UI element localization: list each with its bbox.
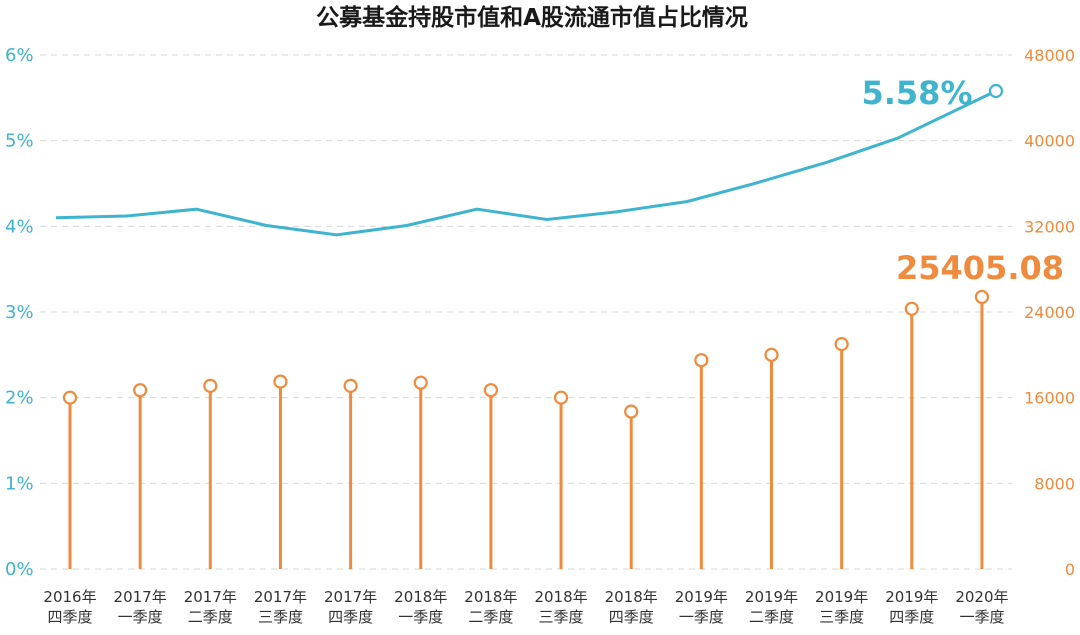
value-point xyxy=(483,383,498,398)
x-tick-label-year: 2018年 xyxy=(605,588,658,606)
x-tick-label-quarter: 二季度 xyxy=(468,608,513,626)
value-point xyxy=(764,347,779,362)
value-point xyxy=(203,378,218,393)
x-tick-label-quarter: 四季度 xyxy=(47,608,92,626)
value-point xyxy=(624,404,639,419)
left-tick-label: 2% xyxy=(5,388,34,409)
x-tick-label-year: 2017年 xyxy=(184,588,237,606)
x-tick-label-quarter: 三季度 xyxy=(819,608,864,626)
x-tick-label-quarter: 一季度 xyxy=(398,608,443,626)
percent-callout: 5.58% xyxy=(861,74,972,112)
x-tick-label-quarter: 三季度 xyxy=(258,608,303,626)
x-tick-label-quarter: 二季度 xyxy=(188,608,233,626)
x-tick-label-year: 2019年 xyxy=(885,588,938,606)
right-tick-label: 8000 xyxy=(1034,474,1075,493)
x-tick-label-quarter: 一季度 xyxy=(118,608,163,626)
x-tick-label-quarter: 四季度 xyxy=(328,608,373,626)
value-point xyxy=(62,390,78,405)
x-tick-label-year: 2019年 xyxy=(815,588,868,606)
value-point xyxy=(413,375,428,390)
gridlines xyxy=(40,54,1012,570)
x-tick-label-year: 2018年 xyxy=(464,588,517,606)
right-tick-label: 16000 xyxy=(1024,389,1075,408)
x-tick-label-year: 2018年 xyxy=(534,588,587,606)
x-tick-label-quarter: 四季度 xyxy=(609,608,654,626)
value-point xyxy=(273,374,288,389)
right-tick-label: 48000 xyxy=(1024,46,1075,65)
chart-title: 公募基金持股市值和A股流通市值占比情况 xyxy=(316,4,748,31)
right-tick-label: 0 xyxy=(1065,560,1075,579)
x-tick-label-year: 2020年 xyxy=(955,588,1008,606)
left-tick-label: 0% xyxy=(5,559,34,580)
value-series xyxy=(62,289,990,569)
left-tick-label: 4% xyxy=(5,216,34,237)
right-tick-label: 40000 xyxy=(1024,132,1075,151)
percent-line xyxy=(55,89,997,237)
right-tick-label: 24000 xyxy=(1024,303,1075,322)
value-point xyxy=(343,378,358,393)
value-callout: 25405.08 xyxy=(896,249,1064,287)
value-point xyxy=(834,337,849,352)
x-tick-label-year: 2019年 xyxy=(675,588,728,606)
left-tick-label: 1% xyxy=(5,473,34,494)
percent-end-point xyxy=(988,83,1004,99)
x-tick-label-quarter: 一季度 xyxy=(679,608,724,626)
x-tick-label-quarter: 四季度 xyxy=(889,608,934,626)
x-tick-label-year: 2016年 xyxy=(43,588,96,606)
left-tick-label: 6% xyxy=(5,45,34,66)
left-axis: 0% 1% 2% 3% 4% 5% 6% xyxy=(5,45,34,580)
value-point xyxy=(974,289,990,305)
x-tick-label-quarter: 二季度 xyxy=(749,608,794,626)
x-tick-label-quarter: 三季度 xyxy=(539,608,584,626)
x-tick-label-year: 2019年 xyxy=(745,588,798,606)
percent-series xyxy=(55,83,1004,237)
x-tick-label-year: 2017年 xyxy=(324,588,377,606)
value-point xyxy=(694,353,709,368)
x-tick-label-quarter: 一季度 xyxy=(959,608,1004,626)
x-tick-label-year: 2017年 xyxy=(114,588,167,606)
value-point xyxy=(553,390,569,405)
value-point xyxy=(133,383,148,398)
left-tick-label: 5% xyxy=(5,131,34,152)
x-tick-label-year: 2017年 xyxy=(254,588,307,606)
x-tick-label-year: 2018年 xyxy=(394,588,447,606)
left-tick-label: 3% xyxy=(5,302,34,323)
right-tick-label: 32000 xyxy=(1024,217,1075,236)
right-axis: 0 8000 16000 24000 32000 40000 48000 xyxy=(1024,46,1075,579)
value-point xyxy=(904,301,919,316)
